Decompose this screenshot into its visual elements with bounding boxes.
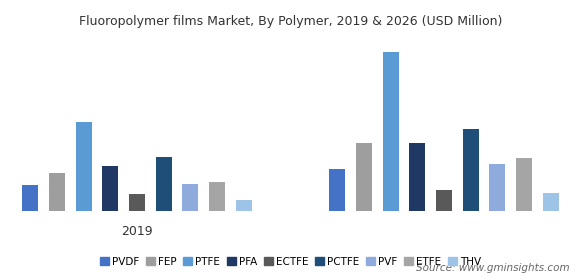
Bar [209,182,225,211]
Bar [543,193,559,211]
Bar [129,194,145,211]
Text: Source: www.gminsights.com: Source: www.gminsights.com [416,263,569,273]
Bar [382,52,399,211]
Bar [182,184,199,211]
Text: 2019: 2019 [121,225,153,238]
Bar [329,169,345,211]
Title: Fluoropolymer films Market, By Polymer, 2019 & 2026 (USD Million): Fluoropolymer films Market, By Polymer, … [79,15,502,28]
Bar [76,122,92,211]
Bar [22,185,38,211]
Bar [409,143,425,211]
Bar [356,143,372,211]
Bar [49,173,65,211]
Bar [156,157,172,211]
Bar [236,200,252,211]
Bar [462,129,479,211]
Bar [102,166,119,211]
Bar [436,190,452,211]
Legend: PVDF, FEP, PTFE, PFA, ECTFE, PCTFE, PVF, ETFE, THV: PVDF, FEP, PTFE, PFA, ECTFE, PCTFE, PVF,… [95,253,486,271]
Bar [516,158,532,211]
Bar [489,164,505,211]
